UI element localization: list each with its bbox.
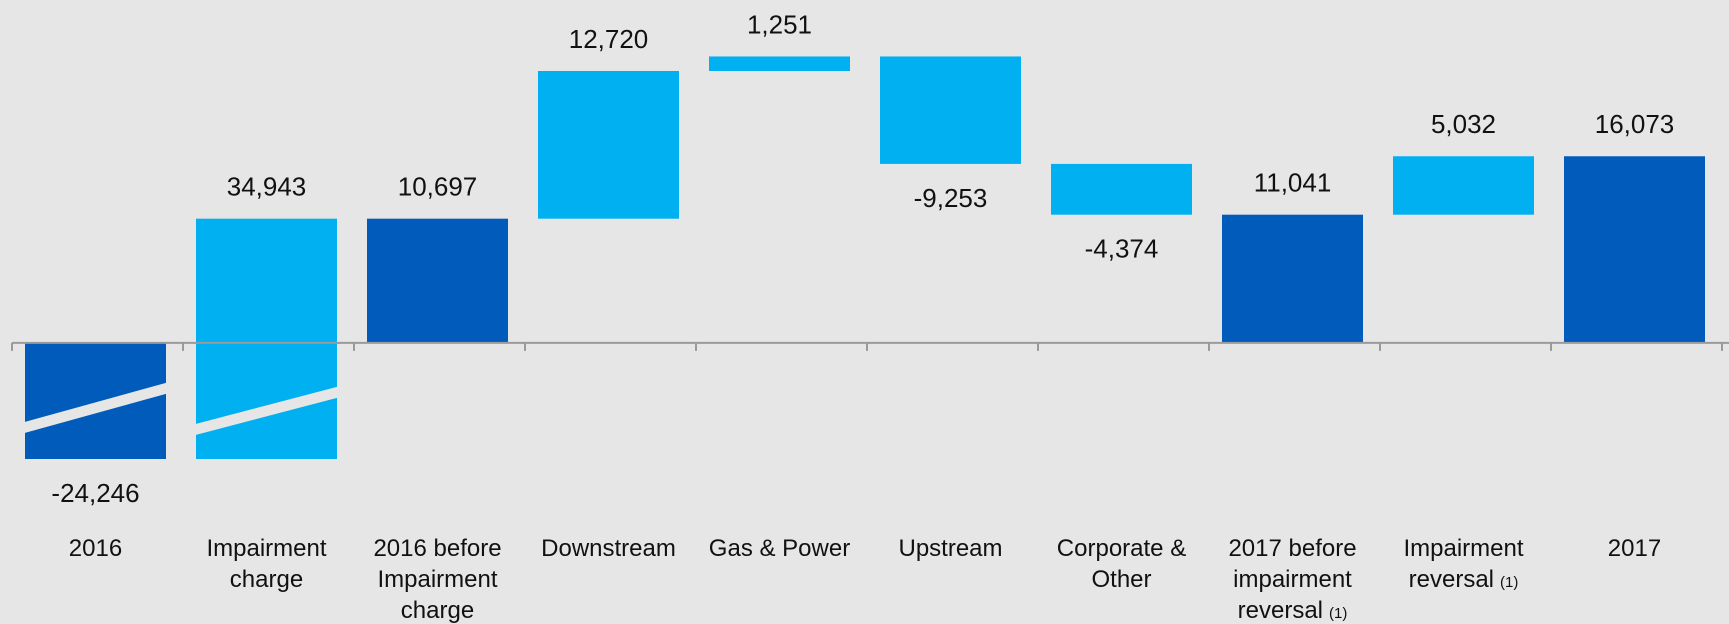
x-tick-label-line: reversal: [1238, 597, 1323, 624]
x-tick-label-line: 2017 before: [1228, 535, 1356, 562]
bar: [1051, 163, 1192, 215]
value-label: -4,374: [1085, 234, 1159, 264]
x-tick-label: Gas & Power: [709, 535, 850, 562]
x-tick-label-line: impairment: [1233, 566, 1352, 593]
axis-break: [196, 386, 337, 435]
bar: [367, 218, 508, 343]
value-label: 11,041: [1254, 168, 1332, 198]
x-tick-label: 2016 before Impairment charge: [373, 535, 501, 624]
value-label: 16,073: [1595, 109, 1675, 139]
value-label: 12,720: [569, 24, 649, 54]
x-tick-label-line: Impairment: [1403, 535, 1523, 562]
x-tick-label: 2017: [1608, 535, 1661, 562]
x-tick-label-line: Impairment: [206, 535, 326, 562]
x-tick-label-line: Impairment: [377, 566, 497, 593]
value-label: -24,246: [51, 478, 139, 508]
bar: [25, 342, 166, 459]
x-tick-label-line: Gas & Power: [709, 535, 850, 562]
value-label: 5,032: [1431, 109, 1496, 139]
x-tick-label: Impairment reversal (1): [1403, 535, 1523, 593]
x-tick-label: Impairment charge: [206, 535, 326, 593]
x-tick-label-line: 2016: [69, 535, 122, 562]
x-tick-label-line: charge: [230, 566, 303, 593]
footnote-marker: (1): [1329, 605, 1347, 622]
value-label: 34,943: [227, 172, 307, 202]
x-tick-label: Corporate & Other: [1057, 535, 1186, 593]
bar: [538, 70, 679, 219]
x-tick-label-line: Other: [1091, 566, 1151, 593]
x-tick-label-line: 2016 before: [373, 535, 501, 562]
x-tick-label: 2016: [69, 535, 122, 562]
bar: [1393, 156, 1534, 215]
footnote-marker: (1): [1500, 574, 1518, 591]
x-tick-label: Downstream: [541, 535, 676, 562]
bar: [880, 56, 1021, 164]
x-tick-label-line: 2017: [1608, 535, 1661, 562]
x-tick-label-line: reversal: [1409, 566, 1494, 593]
bar: [1564, 156, 1705, 343]
value-label: 10,697: [398, 172, 478, 202]
x-tick-label: Upstream: [898, 535, 1002, 562]
bar: [709, 56, 850, 71]
x-tick-label-line: Corporate &: [1057, 535, 1186, 562]
value-label: -9,253: [914, 183, 988, 213]
x-tick-label: 2017 before impairment reversal (1): [1228, 535, 1356, 624]
x-tick-label-line: Downstream: [541, 535, 676, 562]
x-tick-label-line: charge: [401, 597, 474, 624]
axis-break: [25, 382, 166, 433]
bar: [1222, 214, 1363, 343]
value-label: 1,251: [747, 9, 812, 39]
x-tick-label-line: Upstream: [898, 535, 1002, 562]
